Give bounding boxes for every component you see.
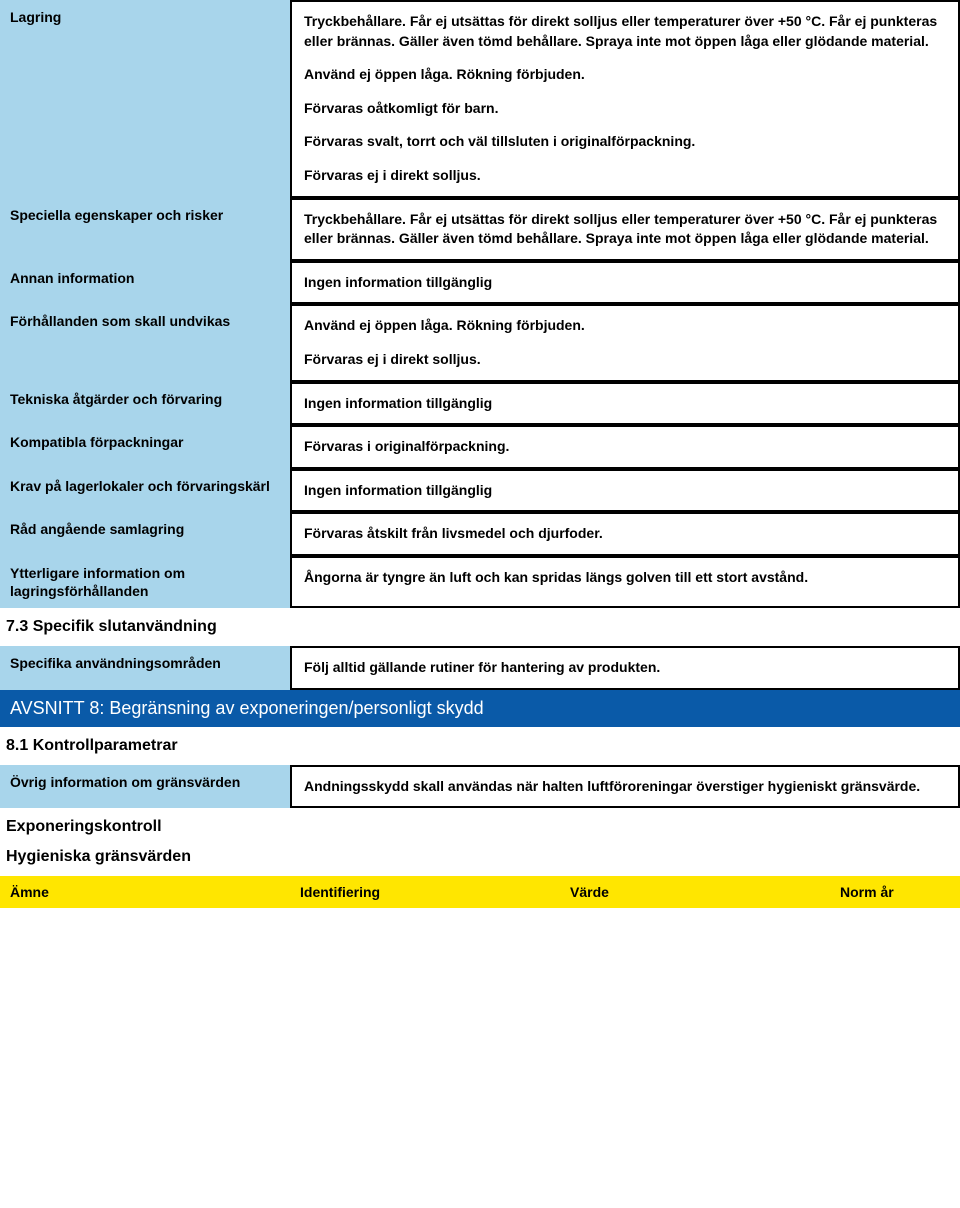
text: Förvaras oåtkomligt för barn. — [304, 99, 946, 119]
value-rad: Förvaras åtskilt från livsmedel och djur… — [290, 512, 960, 556]
th-varde: Värde — [560, 876, 830, 908]
subheading-81: 8.1 Kontrollparametrar — [0, 727, 960, 765]
row-tekniska: Tekniska åtgärder och förvaring Ingen in… — [0, 382, 960, 426]
text: Ingen information tillgänglig — [304, 273, 946, 293]
row-annan: Annan information Ingen information till… — [0, 261, 960, 305]
row-krav: Krav på lagerlokaler och förvaringskärl … — [0, 469, 960, 513]
subheading-hygieniska: Hygieniska gränsvärden — [0, 846, 960, 876]
row-speciella: Speciella egenskaper och risker Tryckbeh… — [0, 198, 960, 261]
label-rad: Råd angående samlagring — [0, 512, 290, 556]
th-identifiering: Identifiering — [290, 876, 560, 908]
th-normar: Norm år — [830, 876, 960, 908]
label-specifika: Specifika användningsområden — [0, 646, 290, 690]
value-ovrig: Andningsskydd skall användas när halten … — [290, 765, 960, 809]
text: Ingen information tillgänglig — [304, 481, 946, 501]
row-kompatibla: Kompatibla förpackningar Förvaras i orig… — [0, 425, 960, 469]
row-specifika: Specifika användningsområden Följ alltid… — [0, 646, 960, 690]
text: Förvaras åtskilt från livsmedel och djur… — [304, 524, 946, 544]
text: Tryckbehållare. Får ej utsättas för dire… — [304, 210, 946, 249]
value-forhallanden: Använd ej öppen låga. Rökning förbjuden.… — [290, 304, 960, 381]
text: Använd ej öppen låga. Rökning förbjuden. — [304, 65, 946, 85]
text: Andningsskydd skall användas när halten … — [304, 777, 946, 797]
row-forhallanden: Förhållanden som skall undvikas Använd e… — [0, 304, 960, 381]
text: Förvaras ej i direkt solljus. — [304, 166, 946, 186]
value-specifika: Följ alltid gällande rutiner för hanteri… — [290, 646, 960, 690]
label-forhallanden: Förhållanden som skall undvikas — [0, 304, 290, 381]
label-ytterligare: Ytterligare information om lagringsförhå… — [0, 556, 290, 608]
label-lagring: Lagring — [0, 0, 290, 198]
label-annan: Annan information — [0, 261, 290, 305]
label-kompatibla: Kompatibla förpackningar — [0, 425, 290, 469]
label-tekniska: Tekniska åtgärder och förvaring — [0, 382, 290, 426]
subheading-exponering: Exponeringskontroll — [0, 808, 960, 846]
value-tekniska: Ingen information tillgänglig — [290, 382, 960, 426]
subheading-73: 7.3 Specifik slutanvändning — [0, 608, 960, 646]
section-8-heading: AVSNITT 8: Begränsning av exponeringen/p… — [0, 690, 960, 727]
row-ovrig: Övrig information om gränsvärden Andning… — [0, 765, 960, 809]
text: Följ alltid gällande rutiner för hanteri… — [304, 658, 946, 678]
text: Tryckbehållare. Får ej utsättas för dire… — [304, 12, 946, 51]
text: Förvaras i originalförpackning. — [304, 437, 946, 457]
value-ytterligare: Ångorna är tyngre än luft och kan sprida… — [290, 556, 960, 608]
text: Använd ej öppen låga. Rökning förbjuden. — [304, 316, 946, 336]
label-ovrig: Övrig information om gränsvärden — [0, 765, 290, 809]
text: Förvaras svalt, torrt och väl tillsluten… — [304, 132, 946, 152]
row-ytterligare: Ytterligare information om lagringsförhå… — [0, 556, 960, 608]
value-annan: Ingen information tillgänglig — [290, 261, 960, 305]
value-speciella: Tryckbehållare. Får ej utsättas för dire… — [290, 198, 960, 261]
text: Förvaras ej i direkt solljus. — [304, 350, 946, 370]
table-header: Ämne Identifiering Värde Norm år — [0, 876, 960, 908]
row-rad: Råd angående samlagring Förvaras åtskilt… — [0, 512, 960, 556]
th-amne: Ämne — [0, 876, 290, 908]
label-speciella: Speciella egenskaper och risker — [0, 198, 290, 261]
text: Ångorna är tyngre än luft och kan sprida… — [304, 568, 946, 588]
row-lagring: Lagring Tryckbehållare. Får ej utsättas … — [0, 0, 960, 198]
value-lagring: Tryckbehållare. Får ej utsättas för dire… — [290, 0, 960, 198]
text: Ingen information tillgänglig — [304, 394, 946, 414]
value-krav: Ingen information tillgänglig — [290, 469, 960, 513]
label-krav: Krav på lagerlokaler och förvaringskärl — [0, 469, 290, 513]
value-kompatibla: Förvaras i originalförpackning. — [290, 425, 960, 469]
